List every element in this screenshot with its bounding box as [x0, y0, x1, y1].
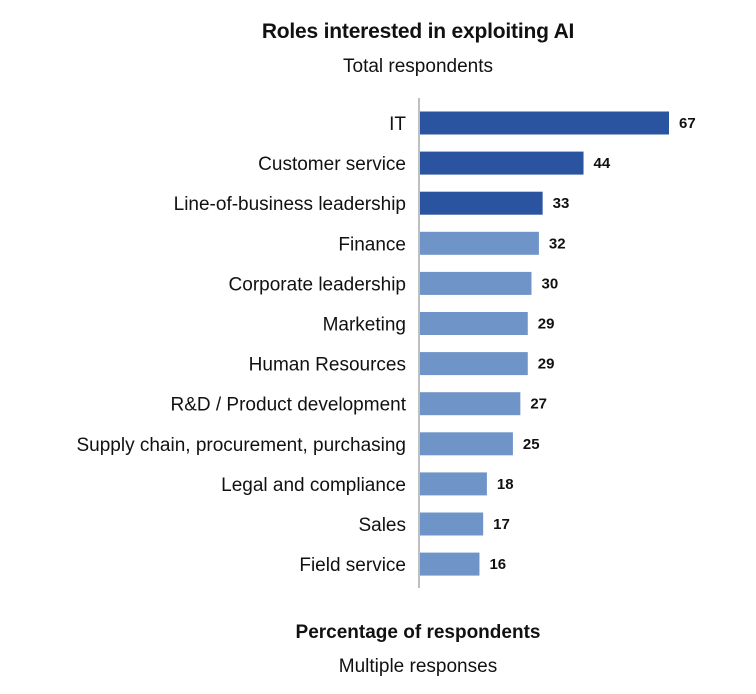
bar [420, 271, 532, 295]
value-label: 33 [553, 195, 570, 212]
bar [420, 392, 521, 416]
category-label: Customer service [258, 154, 406, 175]
x-axis-label: Percentage of respondents [295, 622, 541, 643]
value-label: 67 [679, 115, 696, 132]
category-label: Human Resources [249, 355, 406, 376]
category-label: Field service [299, 555, 406, 576]
x-axis-note: Multiple responses [338, 656, 498, 677]
value-label: 29 [538, 316, 555, 333]
value-label: 27 [530, 396, 547, 413]
bar [420, 552, 480, 576]
category-label: R&D / Product development [170, 395, 406, 416]
bar [420, 231, 539, 255]
bar [420, 512, 484, 536]
value-label: 17 [493, 516, 510, 533]
bar [420, 352, 528, 376]
bar [420, 312, 528, 335]
value-label: 18 [497, 476, 514, 493]
value-label: 32 [549, 235, 566, 252]
category-label: Line-of-business leadership [174, 194, 406, 215]
category-label: Marketing [323, 315, 406, 336]
category-label: IT [389, 114, 406, 135]
bar [420, 111, 669, 135]
chart-subtitle: Total respondents [343, 56, 493, 77]
bar [420, 191, 543, 215]
value-label: 25 [523, 436, 540, 453]
value-label: 16 [489, 556, 506, 573]
category-label: Legal and compliance [221, 475, 406, 496]
bar [420, 151, 584, 175]
category-label: Finance [338, 234, 406, 255]
value-label: 29 [538, 356, 555, 373]
bar [420, 472, 487, 496]
value-label: 44 [594, 155, 611, 172]
value-label: 30 [541, 275, 558, 292]
bar [420, 432, 513, 456]
category-label: Corporate leadership [229, 274, 406, 295]
chart-title: Roles interested in exploiting AI [261, 20, 575, 43]
category-label: Supply chain, procurement, purchasing [76, 435, 406, 456]
category-label: Sales [358, 515, 406, 536]
